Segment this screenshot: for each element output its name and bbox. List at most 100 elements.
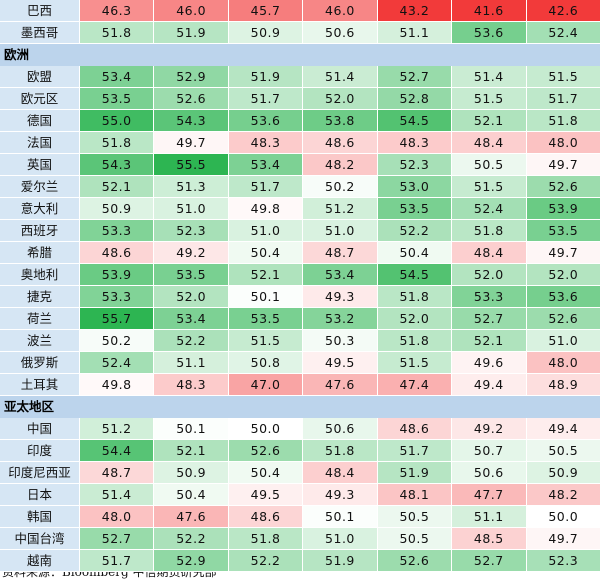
heatmap-cell: 53.9 (526, 198, 600, 219)
heatmap-cell: 50.6 (452, 462, 527, 483)
heatmap-cell: 53.4 (80, 66, 155, 87)
heatmap-cell: 50.7 (452, 440, 527, 461)
row-label: 意大利 (0, 198, 80, 219)
heatmap-cell: 50.2 (80, 330, 155, 351)
row-label: 中国台湾 (0, 528, 80, 549)
heatmap-cell: 52.0 (452, 264, 527, 285)
heatmap-cell: 51.1 (452, 506, 527, 527)
heatmap-cell: 48.6 (377, 418, 453, 439)
heatmap-cell: 48.4 (452, 242, 527, 263)
heatmap-cell: 48.7 (303, 242, 378, 263)
heatmap-cell: 51.8 (80, 22, 155, 43)
row-label: 中国 (0, 418, 80, 439)
row-label: 日本 (0, 484, 80, 505)
heatmap-cell: 51.5 (377, 352, 453, 373)
heatmap-cell: 51.8 (228, 528, 304, 549)
table-row: 越南 51.7 52.9 52.2 51.9 52.6 52.7 52.3 (0, 550, 600, 572)
heatmap-cell: 53.5 (526, 220, 600, 241)
heatmap-cell: 51.8 (452, 220, 527, 241)
heatmap-cell: 43.2 (377, 0, 453, 21)
heatmap-cell: 52.2 (154, 330, 229, 351)
heatmap-cell: 51.8 (80, 132, 155, 153)
heatmap-cell: 46.0 (154, 0, 229, 21)
row-label: 爱尔兰 (0, 176, 80, 197)
heatmap-cell: 53.5 (80, 88, 155, 109)
heatmap-cell: 50.4 (377, 242, 453, 263)
section-header: 亚太地区 (0, 396, 600, 418)
heatmap-cell: 51.2 (303, 198, 378, 219)
row-label: 印度 (0, 440, 80, 461)
heatmap-cell: 52.6 (228, 440, 304, 461)
heatmap-cell: 50.1 (154, 418, 229, 439)
heatmap-cell: 52.1 (452, 330, 527, 351)
row-label: 英国 (0, 154, 80, 175)
row-label: 奥地利 (0, 264, 80, 285)
heatmap-cell: 52.6 (377, 550, 453, 571)
row-label: 德国 (0, 110, 80, 131)
heatmap-cell: 51.0 (526, 330, 600, 351)
heatmap-cell: 50.5 (377, 506, 453, 527)
heatmap-cell: 49.7 (526, 528, 600, 549)
heatmap-cell: 49.4 (452, 374, 527, 395)
heatmap-cell: 51.4 (303, 66, 378, 87)
table-row: 俄罗斯 52.4 51.1 50.8 49.5 51.5 49.6 48.0 (0, 352, 600, 374)
heatmap-cell: 48.3 (228, 132, 304, 153)
row-label: 越南 (0, 550, 80, 571)
row-label: 欧盟 (0, 66, 80, 87)
table-row: 奥地利 53.9 53.5 52.1 53.4 54.5 52.0 52.0 (0, 264, 600, 286)
heatmap-cell: 50.4 (228, 462, 304, 483)
table-row: 印度 54.4 52.1 52.6 51.8 51.7 50.7 50.5 (0, 440, 600, 462)
heatmap-cell: 48.0 (526, 132, 600, 153)
heatmap-cell: 49.2 (452, 418, 527, 439)
heatmap-cell: 55.5 (154, 154, 229, 175)
heatmap-cell: 48.0 (80, 506, 155, 527)
heatmap-cell: 47.6 (303, 374, 378, 395)
heatmap-cell: 51.5 (452, 176, 527, 197)
heatmap-cell: 50.0 (526, 506, 600, 527)
row-label: 法国 (0, 132, 80, 153)
heatmap-cell: 51.7 (377, 440, 453, 461)
heatmap-cell: 51.9 (303, 550, 378, 571)
heatmap-cell: 51.3 (154, 176, 229, 197)
heatmap-cell: 52.8 (377, 88, 453, 109)
heatmap-cell: 52.7 (452, 308, 527, 329)
heatmap-cell: 52.4 (526, 22, 600, 43)
heatmap-cell: 51.9 (228, 66, 304, 87)
heatmap-cell: 52.4 (80, 352, 155, 373)
heatmap-cell: 49.8 (80, 374, 155, 395)
heatmap-cell: 52.0 (303, 88, 378, 109)
heatmap-cell: 45.7 (228, 0, 304, 21)
heatmap-cell: 48.6 (303, 132, 378, 153)
heatmap-cell: 49.6 (452, 352, 527, 373)
heatmap-cell: 52.6 (526, 176, 600, 197)
heatmap-cell: 48.2 (526, 484, 600, 505)
heatmap-cell: 50.9 (228, 22, 304, 43)
heatmap-cell: 50.6 (303, 418, 378, 439)
table-row: 波兰 50.2 52.2 51.5 50.3 51.8 52.1 51.0 (0, 330, 600, 352)
row-label: 韩国 (0, 506, 80, 527)
heatmap-cell: 51.7 (228, 176, 304, 197)
heatmap-cell: 52.3 (377, 154, 453, 175)
heatmap-cell: 50.3 (303, 330, 378, 351)
table-row: 法国 51.8 49.7 48.3 48.6 48.3 48.4 48.0 (0, 132, 600, 154)
heatmap-cell: 52.6 (526, 308, 600, 329)
heatmap-cell: 52.9 (154, 550, 229, 571)
heatmap-cell: 53.4 (228, 154, 304, 175)
heatmap-cell: 55.0 (80, 110, 155, 131)
table-row: 捷克 53.3 52.0 50.1 49.3 51.8 53.3 53.6 (0, 286, 600, 308)
heatmap-cell: 52.2 (377, 220, 453, 241)
heatmap-cell: 53.3 (80, 286, 155, 307)
heatmap-cell: 53.4 (303, 264, 378, 285)
heatmap-cell: 46.3 (80, 0, 155, 21)
table-row: 墨西哥 51.8 51.9 50.9 50.6 51.1 53.6 52.4 (0, 22, 600, 44)
heatmap-cell: 51.5 (452, 88, 527, 109)
heatmap-cell: 50.5 (377, 528, 453, 549)
heatmap-cell: 53.4 (154, 308, 229, 329)
heatmap-cell: 50.1 (303, 506, 378, 527)
heatmap-cell: 52.9 (154, 66, 229, 87)
row-label: 欧元区 (0, 88, 80, 109)
heatmap-cell: 50.0 (228, 418, 304, 439)
heatmap-cell: 51.0 (228, 220, 304, 241)
heatmap-cell: 52.7 (377, 66, 453, 87)
heatmap-cell: 52.0 (526, 264, 600, 285)
